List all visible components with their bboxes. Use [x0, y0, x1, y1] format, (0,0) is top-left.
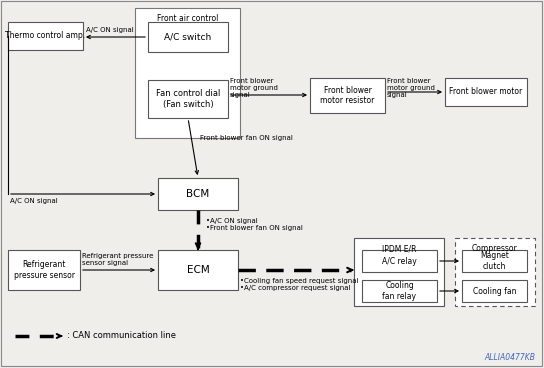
Bar	[8, 250, 80, 290]
Text: Compressor: Compressor	[472, 244, 518, 253]
Text: Front air control: Front air control	[157, 14, 218, 23]
Text: Cooling fan: Cooling fan	[473, 287, 516, 296]
Text: Refrigerant
pressure sensor: Refrigerant pressure sensor	[14, 260, 75, 280]
Text: IPDM E/R: IPDM E/R	[382, 244, 416, 253]
Bar	[8, 22, 83, 50]
Text: BCM: BCM	[187, 189, 209, 199]
Bar	[462, 280, 527, 302]
Text: Front blower motor: Front blower motor	[449, 88, 523, 96]
Bar	[362, 250, 437, 272]
Text: A/C relay: A/C relay	[382, 256, 417, 265]
Text: Front blower
motor ground
signal: Front blower motor ground signal	[230, 78, 278, 98]
Bar	[148, 80, 228, 118]
Text: Front blower fan ON signal: Front blower fan ON signal	[200, 135, 293, 141]
Bar	[135, 8, 240, 138]
Text: A/C ON signal: A/C ON signal	[86, 27, 134, 33]
Bar	[354, 238, 444, 306]
Text: Magnet
clutch: Magnet clutch	[480, 251, 509, 271]
Bar	[158, 178, 238, 210]
Text: : CAN communication line: : CAN communication line	[67, 332, 176, 340]
Text: A/C ON signal: A/C ON signal	[10, 198, 58, 204]
Bar	[148, 22, 228, 52]
Text: Cooling
fan relay: Cooling fan relay	[382, 281, 417, 301]
Text: Fan control dial
(Fan switch): Fan control dial (Fan switch)	[156, 89, 220, 109]
Text: Front blower
motor resistor: Front blower motor resistor	[320, 86, 375, 105]
Text: Thermo control amp.: Thermo control amp.	[5, 32, 85, 40]
Bar	[158, 250, 238, 290]
Bar	[455, 238, 535, 306]
Text: ALLIA0477KB: ALLIA0477KB	[484, 353, 535, 362]
Text: A/C switch: A/C switch	[164, 32, 212, 42]
Bar	[462, 250, 527, 272]
Bar	[362, 280, 437, 302]
Text: Refrigerant pressure
sensor signal: Refrigerant pressure sensor signal	[82, 253, 153, 266]
Text: Front blower
motor ground
signal: Front blower motor ground signal	[387, 78, 435, 98]
Text: •A/C ON signal
•Front blower fan ON signal: •A/C ON signal •Front blower fan ON sign…	[206, 218, 303, 231]
Text: ECM: ECM	[187, 265, 209, 275]
Text: •Cooling fan speed request signal
•A/C compressor request signal: •Cooling fan speed request signal •A/C c…	[240, 278, 358, 291]
Bar	[445, 78, 527, 106]
Bar	[310, 78, 385, 113]
